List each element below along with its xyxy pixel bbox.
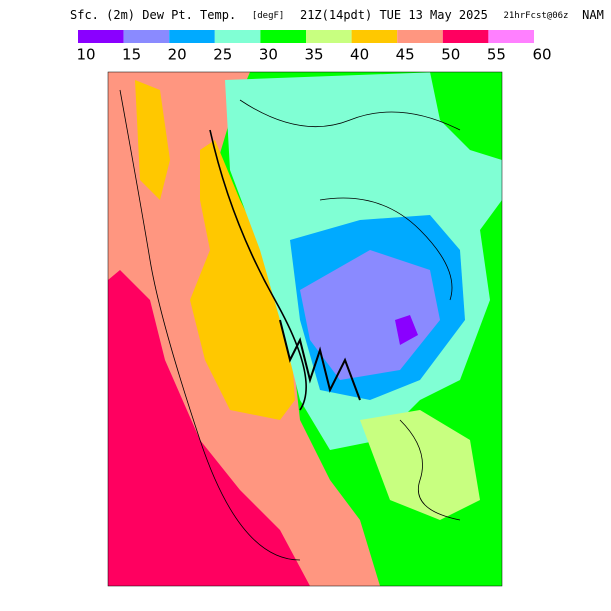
northeast-moist bbox=[430, 72, 502, 160]
colorbar-label: 15 bbox=[122, 46, 141, 64]
contour bbox=[119, 89, 301, 561]
units: [degF] bbox=[252, 11, 285, 21]
very-dry-region bbox=[300, 250, 440, 380]
valid-time: 21Z(14pdt) TUE 13 May 2025 bbox=[300, 8, 488, 22]
colorbar-label: 55 bbox=[487, 46, 506, 64]
contour bbox=[209, 129, 307, 411]
driest-spot bbox=[395, 315, 418, 345]
title-text: Sfc. (2m) Dew Pt. Temp. bbox=[70, 8, 236, 22]
title: Sfc. (2m) Dew Pt. Temp. [degF] 21Z(14pdt… bbox=[70, 5, 604, 24]
colorbar-cell bbox=[442, 30, 489, 43]
colorbar-label: 45 bbox=[396, 46, 415, 64]
model: NAM bbox=[582, 8, 604, 22]
colorbar-cell bbox=[351, 30, 398, 43]
colorbar-label: 25 bbox=[213, 46, 232, 64]
colorbar-label: 20 bbox=[168, 46, 187, 64]
ocean-region bbox=[108, 270, 310, 586]
south-region bbox=[360, 410, 480, 520]
colorbar-label: 35 bbox=[304, 46, 323, 64]
contour bbox=[239, 99, 461, 131]
colorbar-label: 60 bbox=[532, 46, 551, 64]
colorbar-cell bbox=[123, 30, 170, 43]
map bbox=[107, 71, 503, 587]
contour bbox=[279, 319, 361, 401]
colorbar-label: 10 bbox=[76, 46, 95, 64]
colorbar-cell bbox=[78, 30, 124, 43]
colorbar-cell bbox=[260, 30, 306, 43]
colorbar-cell bbox=[214, 30, 261, 43]
contour bbox=[399, 419, 461, 521]
colorbar-label: 30 bbox=[259, 46, 278, 64]
colorbar-cell bbox=[488, 30, 534, 43]
map-frame bbox=[107, 71, 503, 587]
contour bbox=[319, 197, 453, 301]
forecast: 21hrFcst@06z bbox=[503, 11, 568, 21]
valley-region bbox=[190, 140, 295, 420]
colorbar-label: 50 bbox=[441, 46, 460, 64]
colorbar-cell bbox=[397, 30, 443, 43]
colorbar-cell bbox=[306, 30, 352, 43]
colorbar-cell bbox=[169, 30, 215, 43]
colorbar-label: 40 bbox=[350, 46, 369, 64]
north-valley bbox=[135, 80, 170, 200]
colorbar: 10 15 20 25 30 35 40 45 50 55 60 bbox=[76, 30, 552, 64]
